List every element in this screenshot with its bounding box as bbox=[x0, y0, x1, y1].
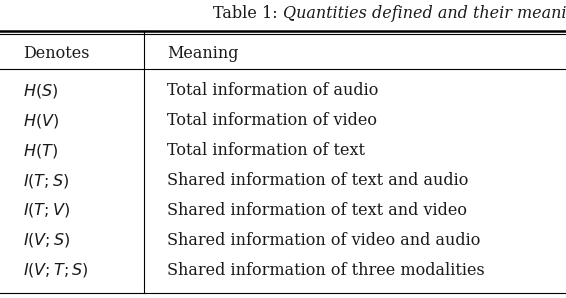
Text: $H(V)$: $H(V)$ bbox=[23, 112, 59, 130]
Text: Total information of video: Total information of video bbox=[167, 112, 377, 129]
Text: Shared information of three modalities: Shared information of three modalities bbox=[167, 262, 484, 279]
Text: Table 1:: Table 1: bbox=[213, 5, 283, 22]
Text: $I(V;S)$: $I(V;S)$ bbox=[23, 231, 70, 249]
Text: $I(T;V)$: $I(T;V)$ bbox=[23, 201, 70, 219]
Text: Total information of audio: Total information of audio bbox=[167, 83, 378, 100]
Text: Meaning: Meaning bbox=[167, 45, 238, 62]
Text: Total information of text: Total information of text bbox=[167, 142, 365, 159]
Text: $H(S)$: $H(S)$ bbox=[23, 82, 58, 100]
Text: $I(V;T;S)$: $I(V;T;S)$ bbox=[23, 261, 88, 279]
Text: Shared information of text and video: Shared information of text and video bbox=[167, 202, 467, 219]
Text: $I(T;S)$: $I(T;S)$ bbox=[23, 172, 69, 190]
Text: Shared information of text and audio: Shared information of text and audio bbox=[167, 172, 468, 189]
Text: Denotes: Denotes bbox=[23, 45, 89, 62]
Text: $H(T)$: $H(T)$ bbox=[23, 142, 58, 160]
Text: Shared information of video and audio: Shared information of video and audio bbox=[167, 232, 481, 249]
Text: Quantities defined and their meanings: Quantities defined and their meanings bbox=[283, 5, 566, 22]
